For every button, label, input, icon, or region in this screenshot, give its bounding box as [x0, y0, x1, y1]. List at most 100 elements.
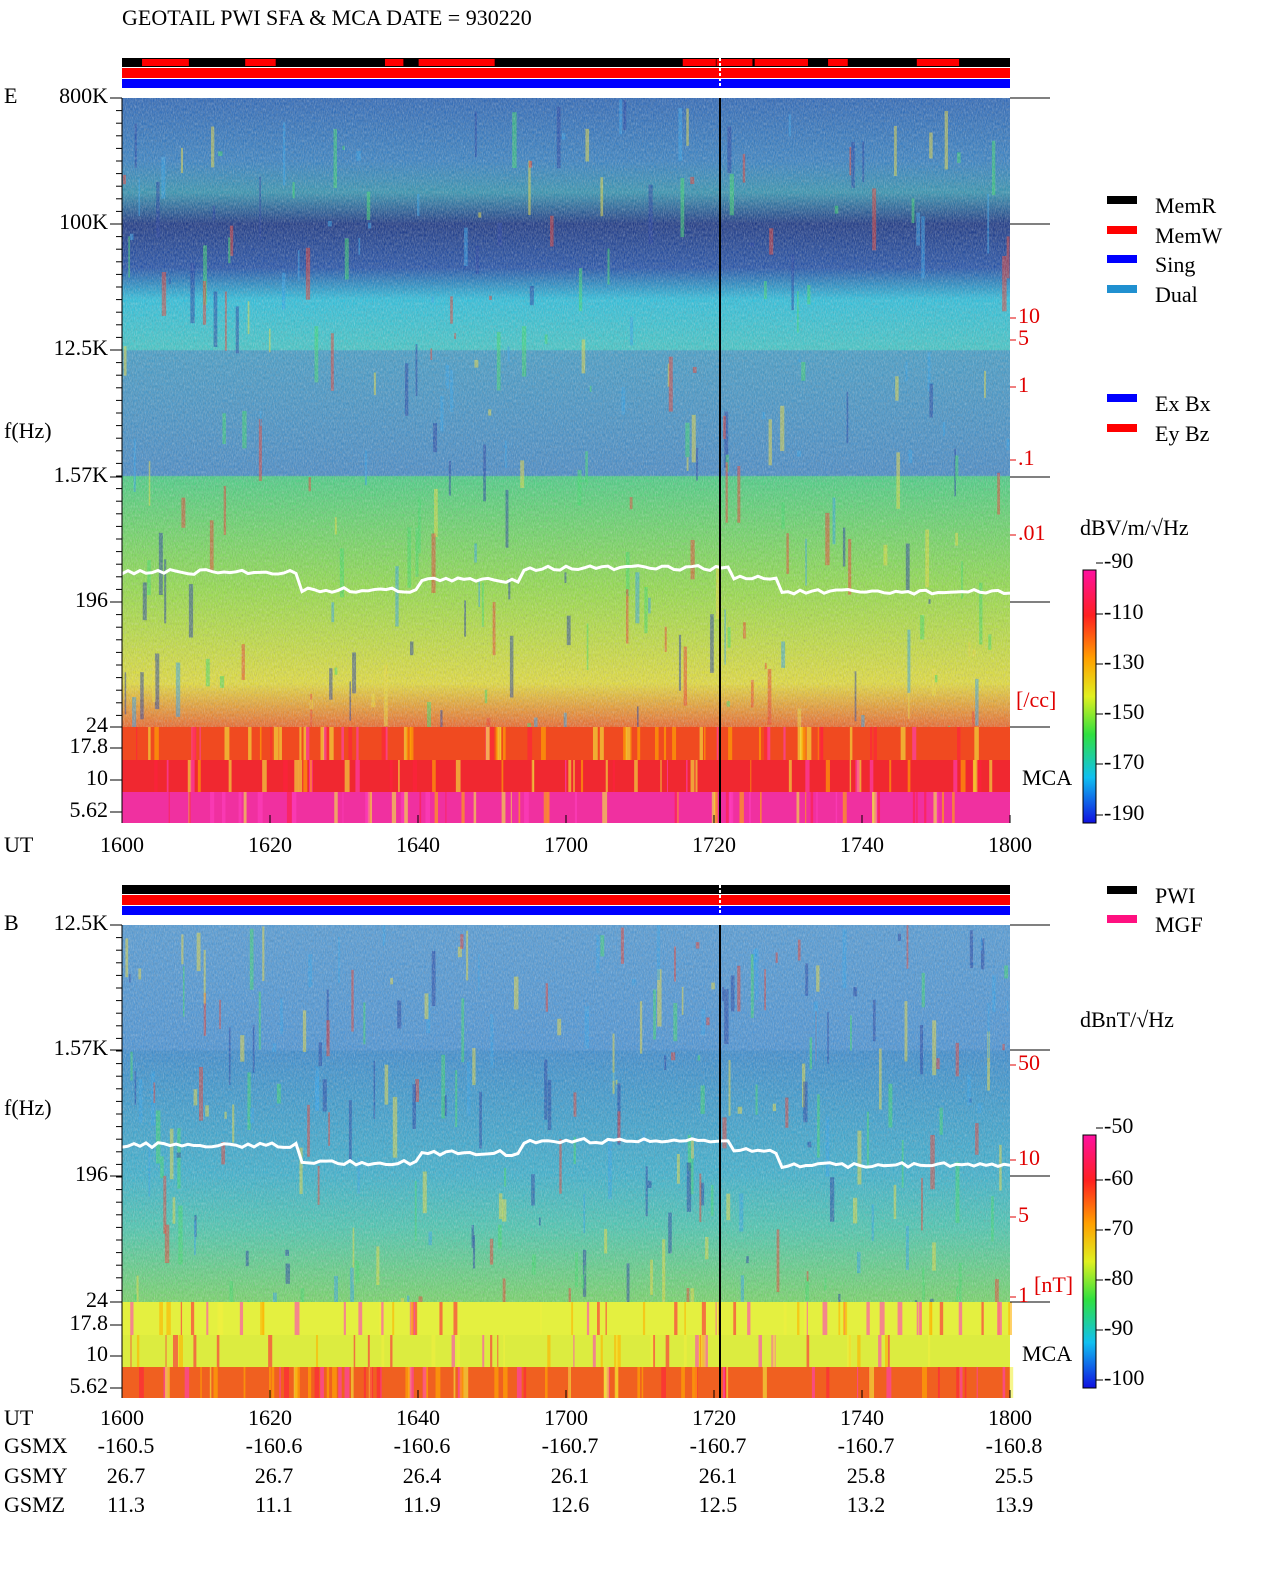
mca-streak — [935, 792, 939, 823]
mca-streak — [887, 1335, 890, 1367]
mca-streak — [930, 1302, 932, 1335]
mca-streak — [681, 1367, 685, 1398]
status-bar — [122, 79, 1010, 88]
legend-swatch — [1107, 886, 1137, 894]
time-tick-label: 1600 — [100, 1405, 144, 1430]
mca-streak — [715, 1302, 717, 1335]
mca-streak — [294, 1302, 300, 1335]
mca-streak — [406, 727, 409, 760]
colorbar-tick-label: -110 — [1104, 599, 1144, 624]
mca-streak — [279, 727, 282, 760]
mca-streak — [653, 1335, 656, 1367]
time-tick-label: 1640 — [396, 832, 440, 857]
mca-streak — [695, 760, 698, 792]
mca-streak — [518, 792, 521, 823]
orbit-label: GSMX — [4, 1433, 68, 1458]
orbit-value: 26.7 — [255, 1463, 294, 1488]
mca-streak — [660, 760, 662, 792]
mca-streak — [168, 792, 170, 823]
orbit-value: 13.9 — [995, 1492, 1034, 1517]
mca-streak — [303, 727, 307, 760]
freq-tick-label: 17.8 — [70, 733, 109, 758]
mca-streak — [822, 1302, 828, 1335]
mca-streak — [684, 1302, 686, 1335]
colorbar-tick-label: -90 — [1104, 1315, 1133, 1340]
mca-streak — [981, 1302, 984, 1335]
mca-streak — [192, 727, 197, 760]
mca-streak — [758, 1335, 763, 1367]
status-mark — [828, 59, 848, 66]
mca-streak — [270, 727, 272, 760]
mca-streak — [524, 792, 529, 823]
mca-streak — [314, 1367, 320, 1398]
mca-streak — [434, 792, 439, 823]
mca-streak — [432, 760, 436, 792]
legend-label: Ey Bz — [1155, 421, 1210, 446]
mca-streak — [320, 1367, 324, 1398]
mca-streak — [952, 792, 955, 823]
mca-streak — [485, 727, 490, 760]
mca-streak — [355, 760, 360, 792]
mca-streak — [497, 727, 502, 760]
mca-streak — [541, 727, 546, 760]
legend-label: Dual — [1155, 282, 1198, 307]
mca-streak — [455, 760, 461, 792]
mca-streak — [130, 1335, 132, 1367]
mca-streak — [503, 727, 506, 760]
mca-streak — [154, 727, 159, 760]
mca-streak — [603, 1367, 607, 1398]
mca-streak — [797, 1302, 800, 1335]
mca-streak — [445, 792, 447, 823]
status-mark — [716, 59, 746, 66]
mca-streak — [294, 760, 299, 792]
mca-streak — [571, 1302, 574, 1335]
mca-streak — [762, 1367, 767, 1398]
mca-streak — [320, 727, 325, 760]
mca-streak — [381, 727, 387, 760]
mca-streak — [456, 1335, 460, 1367]
orbit-value: 11.9 — [403, 1492, 441, 1517]
mca-streak — [912, 727, 917, 760]
mca-streak — [928, 1335, 931, 1367]
mca-streak — [284, 1367, 289, 1398]
legend-swatch — [1107, 255, 1137, 263]
freq-tick-label: 5.62 — [70, 1373, 109, 1398]
mca-streak — [733, 1302, 737, 1335]
mca-streak — [953, 760, 958, 792]
y-axis-label: f(Hz) — [4, 1095, 52, 1120]
panel-label: B — [4, 910, 19, 935]
mca-streak — [165, 1367, 170, 1398]
mca-streak — [630, 727, 632, 760]
mca-streak — [165, 1335, 167, 1367]
mca-streak — [353, 1335, 356, 1367]
mca-streak — [726, 1367, 729, 1398]
mca-streak — [473, 792, 477, 823]
mca-streak — [298, 760, 303, 792]
mca-streak — [329, 727, 334, 760]
mca-streak — [193, 1335, 197, 1367]
mca-streak — [410, 1302, 414, 1335]
mca-streak — [269, 1367, 271, 1398]
mca-streak — [599, 727, 604, 760]
mca-streak — [435, 1367, 441, 1398]
mca-streak — [958, 1302, 963, 1335]
plasma-line — [121, 1136, 1011, 1170]
mca-streak — [376, 1367, 382, 1398]
colorbar-tick-label: -80 — [1104, 1265, 1133, 1290]
mca-streak — [739, 792, 744, 823]
mca-streak — [929, 1302, 931, 1335]
mca-streak — [206, 1302, 209, 1335]
mca-streak — [184, 1367, 190, 1398]
density-tick-label: 5 — [1018, 325, 1029, 350]
status-bar — [122, 68, 1010, 78]
mca-streak — [260, 1302, 265, 1335]
mca-streak — [547, 792, 550, 823]
mca-streak — [847, 1335, 852, 1367]
time-tick-label: 1620 — [248, 832, 292, 857]
mca-streak — [159, 1302, 163, 1335]
mca-streak — [422, 1367, 427, 1398]
colorbar-tick-label: -100 — [1104, 1365, 1144, 1390]
orbit-value: 26.1 — [699, 1463, 738, 1488]
mca-streak — [723, 1367, 727, 1398]
freq-tick-label: 196 — [75, 587, 108, 612]
